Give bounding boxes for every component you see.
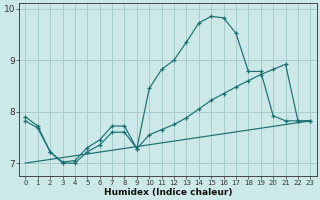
X-axis label: Humidex (Indice chaleur): Humidex (Indice chaleur) [104,188,232,197]
